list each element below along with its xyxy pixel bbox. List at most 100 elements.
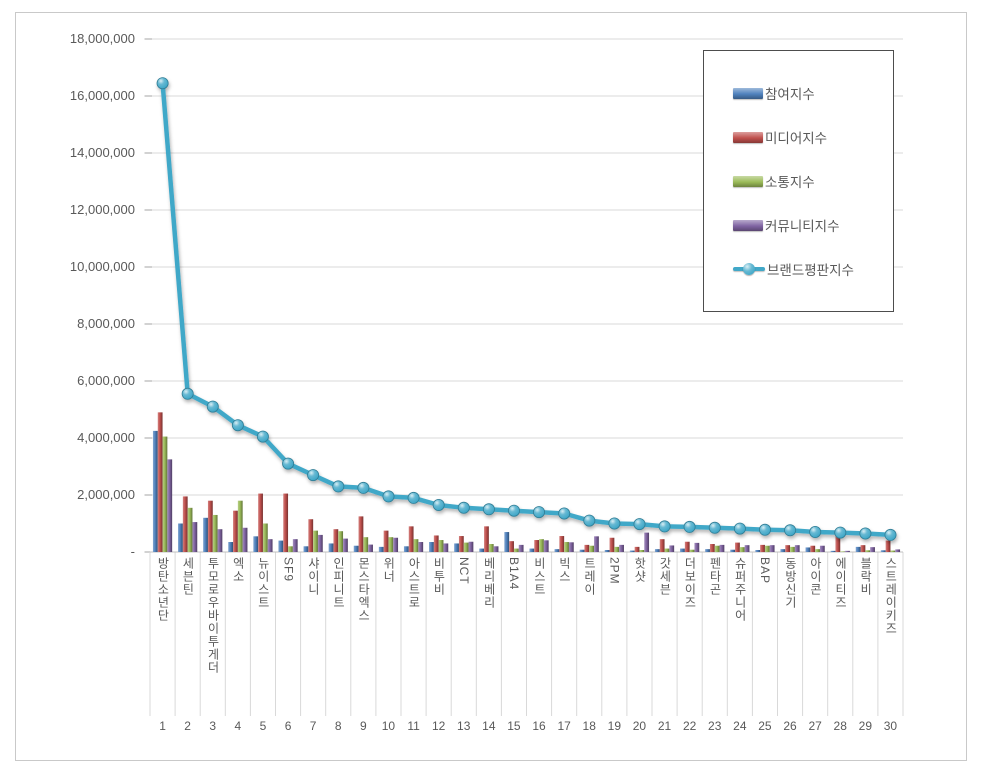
bar — [288, 546, 293, 552]
bar — [182, 496, 188, 552]
participation-bar-swatch-icon — [733, 87, 763, 99]
bar — [895, 549, 901, 552]
data-point-marker — [859, 527, 872, 540]
bar — [383, 530, 389, 553]
bar — [378, 546, 384, 552]
rank-label: 22 — [682, 719, 697, 733]
bar — [167, 459, 173, 553]
bar — [228, 542, 234, 552]
y-axis-label: 14,000,000 — [69, 145, 135, 160]
bar — [880, 550, 886, 552]
category-label: BAP — [758, 557, 773, 585]
bar — [303, 546, 309, 552]
bar — [830, 550, 836, 552]
category-label: 투모로우바이투게더 — [206, 557, 221, 674]
bar — [534, 540, 540, 552]
bar — [253, 536, 259, 553]
legend-entry-participation: 참여지수 — [733, 83, 889, 103]
bar — [484, 526, 489, 552]
legend-entry-communication: 소통지수 — [733, 171, 889, 191]
bar — [504, 532, 510, 552]
bar — [403, 546, 409, 552]
bar — [840, 551, 846, 552]
data-point-marker — [884, 528, 897, 541]
legend-label: 미디어지수 — [765, 131, 828, 146]
data-point-marker — [507, 504, 520, 517]
y-axis-label: 12,000,000 — [69, 202, 135, 217]
bar — [780, 549, 786, 552]
rank-label: 13 — [457, 719, 471, 733]
bar-series-3 — [167, 459, 901, 553]
rank-label: 2 — [184, 719, 191, 733]
bar — [258, 493, 263, 552]
data-point-marker — [482, 503, 495, 516]
community-bar-swatch-icon — [733, 219, 763, 231]
data-point-marker — [332, 480, 345, 493]
rank-label: 20 — [632, 719, 647, 733]
data-point-marker — [382, 490, 395, 503]
rank-label: 27 — [808, 719, 822, 733]
category-label: 몬스타엑스 — [356, 557, 371, 622]
bar — [543, 540, 549, 552]
bar — [604, 550, 610, 552]
category-label: 샤이니 — [306, 557, 321, 596]
category-label: 핫샷 — [632, 557, 647, 583]
bar — [614, 546, 620, 552]
rank-label: 7 — [309, 719, 317, 733]
bar — [644, 532, 650, 552]
y-axis-label: 18,000,000 — [69, 31, 135, 46]
bar — [539, 539, 544, 552]
bar — [594, 536, 599, 553]
rank-label: 3 — [209, 719, 217, 733]
bar — [890, 550, 896, 553]
bar — [267, 539, 273, 552]
rank-label: 9 — [360, 719, 367, 733]
line-series-brand-reputation — [156, 77, 897, 541]
bar — [278, 540, 284, 552]
bar — [714, 545, 720, 552]
bar — [619, 544, 624, 553]
bar — [353, 545, 359, 552]
bar — [634, 546, 640, 552]
data-point-marker — [181, 387, 194, 400]
legend-entry-community: 커뮤니티지수 — [733, 215, 889, 235]
communication-bar-swatch-icon — [733, 175, 763, 187]
bar — [805, 547, 811, 552]
bar — [860, 545, 866, 552]
bar — [283, 493, 289, 552]
legend-label: 참여지수 — [765, 87, 815, 102]
bar — [237, 500, 243, 552]
bar — [845, 550, 850, 552]
bar — [509, 541, 514, 552]
bar — [393, 537, 399, 552]
data-point-marker — [256, 430, 269, 443]
bar — [694, 542, 700, 552]
rank-label: 8 — [334, 719, 342, 733]
bar — [529, 548, 535, 552]
rank-label: 23 — [708, 719, 722, 733]
line-marker-icon — [733, 263, 765, 275]
category-label: 방탄소년단 — [155, 557, 170, 622]
bar — [433, 535, 439, 552]
category-label: 더보이즈 — [682, 557, 697, 609]
bar — [217, 529, 223, 552]
legend-label: 브랜드평판지수 — [767, 263, 854, 278]
bar — [870, 547, 875, 552]
rank-label: 15 — [507, 719, 521, 733]
bar — [343, 538, 348, 552]
bar — [513, 548, 519, 552]
rank-label: 5 — [259, 719, 267, 733]
bar — [819, 545, 825, 552]
bar — [187, 507, 193, 552]
bar — [292, 539, 298, 552]
bar — [413, 539, 419, 552]
bar — [488, 544, 494, 552]
category-label: 아스트로 — [406, 557, 421, 609]
data-point-marker — [834, 526, 847, 539]
rank-label: 17 — [557, 719, 571, 733]
data-point-marker — [407, 491, 420, 504]
legend-entry-media: 미디어지수 — [733, 127, 889, 147]
rank-label: 10 — [381, 719, 396, 733]
data-point-marker — [533, 506, 546, 519]
category-label: 엑소 — [231, 557, 246, 583]
